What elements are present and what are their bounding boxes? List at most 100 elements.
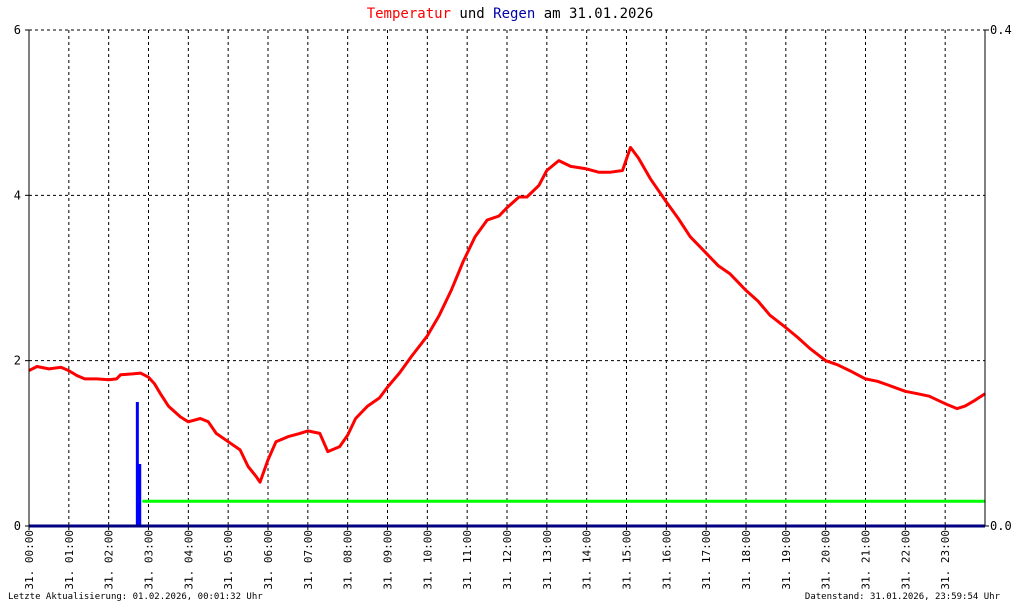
x-tick-label: 31. 01:00 (63, 530, 76, 590)
y-right-tick-label: 0.0 (990, 519, 1012, 533)
x-tick-label: 31. 20:00 (820, 530, 833, 590)
temperature-point (450, 289, 452, 291)
footer-last-update: Letzte Aktualisierung: 01.02.2026, 00:01… (8, 592, 263, 602)
temperature-point (825, 360, 827, 362)
temperature-point (410, 355, 412, 358)
title-temperatur: Temperatur (367, 6, 451, 22)
temperature-point (68, 369, 70, 372)
title-und: und (451, 6, 493, 22)
temperature-point (108, 379, 110, 381)
temperature-point (319, 432, 321, 435)
temperature-point (769, 314, 771, 316)
temperature-point (215, 432, 217, 435)
temperature-point (538, 184, 540, 187)
temperature-point (956, 408, 958, 410)
temperature-point (131, 373, 134, 375)
series-layer (28, 145, 986, 526)
temperature-point (84, 378, 86, 380)
temperature-point (546, 169, 548, 172)
title-regen: Regen (493, 6, 535, 22)
temperature-point (785, 327, 787, 329)
x-tick-label: 31. 12:00 (501, 530, 514, 590)
temperature-point (689, 236, 691, 238)
x-tick-label: 31. 19:00 (780, 530, 793, 590)
temperature-point (609, 171, 612, 173)
temperature-point (757, 300, 759, 302)
x-tick-label: 31. 06:00 (262, 530, 275, 590)
grid (29, 29, 985, 526)
x-tick-label: 31. 14:00 (581, 530, 594, 590)
temperature-point (299, 432, 301, 435)
temperature-point (928, 395, 930, 397)
x-tick-label: 31. 17:00 (700, 530, 713, 590)
temperature-point (809, 347, 811, 349)
x-tick-label: 31. 13:00 (541, 530, 554, 590)
x-tick-label: 31. 07:00 (302, 530, 315, 590)
temperature-point (864, 378, 867, 380)
x-tick-label: 31. 02:00 (103, 530, 116, 590)
temperature-point (558, 160, 560, 162)
temperature-point (598, 171, 600, 173)
temperature-point (462, 260, 464, 263)
temperature-point (96, 378, 98, 380)
temperature-point (876, 380, 879, 382)
temperature-point (621, 169, 624, 172)
chart-title: Temperatur und Regen am 31.01.2026 (367, 6, 654, 22)
temperature-point (426, 335, 428, 337)
temperature-point (267, 459, 269, 461)
x-tick-label: 31. 22:00 (899, 530, 912, 590)
temperature-point (888, 384, 891, 387)
temperature-point (745, 289, 747, 291)
temperature-point (255, 475, 257, 477)
temperature-point (275, 441, 277, 443)
x-tick-label: 31. 11:00 (461, 530, 474, 590)
temperature-point (48, 368, 50, 370)
x-tick-label: 31. 03:00 (143, 530, 156, 590)
temperature-point (665, 201, 667, 203)
temperature-point (239, 449, 241, 451)
x-tick-label: 31. 09:00 (382, 530, 395, 590)
temperature-point (717, 265, 719, 267)
x-tick-label: 31. 00:00 (23, 530, 36, 590)
temperature-point (386, 386, 389, 388)
temperature-point (518, 196, 520, 198)
temperature-point (227, 441, 229, 443)
x-tick-label: 31. 04:00 (182, 530, 195, 590)
y-left-tick-label: 0 (14, 519, 21, 533)
temperature-point (187, 421, 189, 423)
temperature-point (36, 365, 38, 368)
temperature-point (705, 252, 707, 254)
temperature-point (398, 372, 401, 374)
temperature-point (637, 157, 640, 159)
temperature-point (207, 421, 209, 423)
temperature-point (944, 403, 946, 405)
temperature-point (307, 430, 309, 432)
x-tick-label: 31. 18:00 (740, 530, 753, 590)
temperature-point (259, 481, 261, 483)
temperature-point (179, 416, 181, 418)
temperature-point (904, 390, 906, 392)
temperature-point (153, 383, 156, 385)
temperature-point (498, 215, 500, 217)
temperature-point (438, 314, 440, 316)
temperature-point (526, 196, 528, 198)
temperature-point (916, 393, 918, 395)
temperature-point (199, 417, 201, 420)
reference-point (141, 500, 144, 502)
temperature-point (677, 217, 679, 220)
x-tick-label: 31. 23:00 (939, 530, 952, 590)
x-tick-label: 31. 15:00 (621, 530, 634, 590)
temperature-point (287, 436, 289, 438)
temperature-point (570, 165, 572, 167)
temperature-point (649, 178, 652, 180)
temperature-point (116, 378, 118, 380)
temperature-point (60, 366, 62, 368)
x-tick-label: 31. 16:00 (660, 530, 673, 590)
temperature-point (339, 446, 341, 448)
title-date: am 31.01.2026 (535, 6, 653, 22)
x-tick-label: 31. 05:00 (222, 530, 235, 590)
temperature-point (629, 146, 632, 148)
temperature-point (167, 405, 170, 407)
temperature-point (247, 465, 249, 468)
